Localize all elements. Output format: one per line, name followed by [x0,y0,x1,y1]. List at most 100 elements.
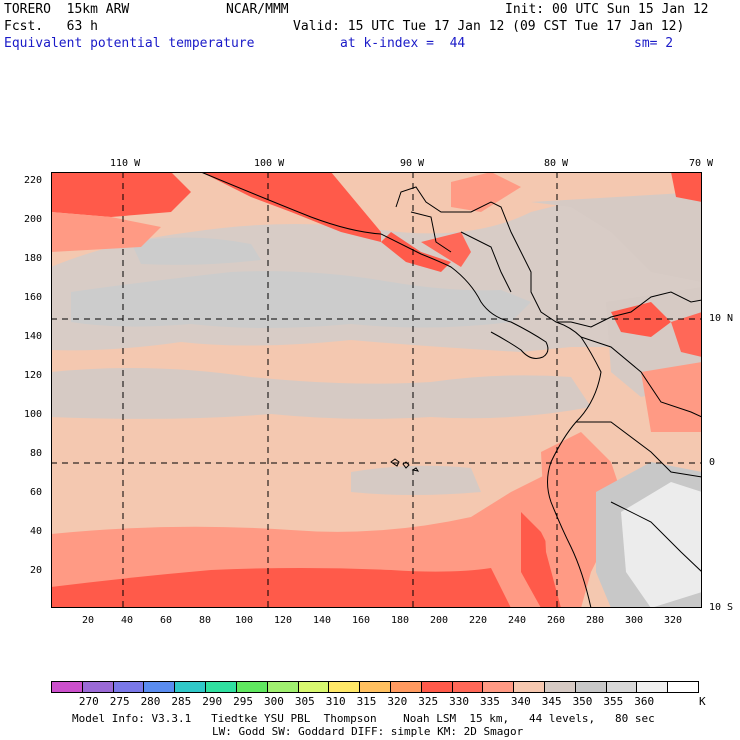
colorbar-swatch [236,682,268,692]
colorbar-swatch [575,682,607,692]
red-honduras [421,232,471,267]
colorbar-swatch [329,682,361,692]
colorbar-label: 290 [202,695,223,708]
colorbar-swatch [668,682,699,692]
red-venezuela [671,312,702,357]
map-canvas [51,172,702,608]
colorbar-label: 360 [634,695,655,708]
gray-core [71,271,531,328]
x-tick-label: 200 [430,615,449,626]
salmon-andes [541,432,621,608]
colorbar-label: 340 [510,695,531,708]
model-name: TORERO 15km ARW [4,2,130,17]
grid-lines [51,172,702,608]
colorbar-swatch [298,682,330,692]
colorbar-swatch [452,682,484,692]
border-sa-2 [576,421,702,478]
y-tick-label: 100 [24,409,43,420]
colorbar-label: 345 [541,695,562,708]
colorbar [51,681,699,693]
colorbar-label: 310 [325,695,346,708]
x-tick-label: 20 [82,615,95,626]
x-tick-label: 100 [235,615,254,626]
init-time: Init: 00 UTC Sun 15 Jan 12 [505,2,709,17]
colorbar-label: 285 [171,695,192,708]
colorbar-swatch [483,682,515,692]
coast-north-sa [570,291,702,328]
y-tick-label: 140 [24,331,43,342]
white-amazon [621,482,702,608]
valid-time: Valid: 15 UTC Tue 17 Jan 12 (09 CST Tue … [293,19,685,34]
colorbar-label: 330 [449,695,470,708]
salmon-east-strip [641,362,702,432]
colorbar-label: 300 [264,695,284,708]
x-tick-label: 280 [586,615,605,626]
red-colombia [611,302,671,337]
colorbar-swatch [390,682,422,692]
map-frame [51,172,702,608]
x-tick-label: 180 [391,615,410,626]
colorbar-swatch [421,682,453,692]
x-tick-label: 300 [625,615,644,626]
physics-info: LW: Godd SW: Goddard DIFF: simple KM: 2D… [212,725,524,738]
colorbar-swatch [545,682,576,692]
theta-e-map [51,172,702,608]
x-tick-label: 120 [274,615,293,626]
lon-label: 110 W [110,158,141,169]
colorbar-unit: K [699,695,706,708]
x-tick-label: 160 [352,615,371,626]
coast-southamerica [547,321,602,608]
colorbar-swatch [144,682,176,692]
y-tick-label: 200 [24,214,43,225]
y-tick-label: 180 [24,253,43,264]
colorbar-label: 325 [418,695,439,708]
y-tick-label: 220 [24,175,43,186]
border-sa-1 [580,336,702,418]
colorbar-swatch [113,682,145,692]
border-central-1 [410,211,452,253]
colorbar-swatch [175,682,207,692]
colorbar-swatch [637,682,669,692]
colorbar-label: 305 [294,695,315,708]
gray-east [531,192,702,282]
level-info: at k-index = 44 [340,36,466,51]
lat-label: 10 N [709,313,734,324]
colorbar-label: 315 [356,695,377,708]
x-tick-label: 140 [313,615,332,626]
red-band-south [51,568,511,608]
salmon-north-nw [51,212,161,252]
gray-band-mid [51,368,591,419]
colorbar-label: 355 [603,695,624,708]
colorbar-label: 275 [109,695,130,708]
colorbar-label: 280 [140,695,161,708]
colorbar-label: 270 [78,695,99,708]
colorbar-swatch [606,682,638,692]
y-tick-label: 40 [30,526,43,537]
lon-label: 80 W [544,158,569,169]
colorbar-swatch [267,682,299,692]
coast-mexico [200,172,549,359]
x-tick-label: 80 [199,615,212,626]
model-info: Model Info: V3.3.1 Tiedtke YSU PBL Thomp… [72,712,655,725]
x-tick-label: 260 [547,615,566,626]
salmon-caribbean [451,172,521,212]
lon-label: 70 W [689,158,714,169]
colorbar-swatch [360,682,391,692]
x-tick-label: 240 [508,615,527,626]
x-tick-label: 40 [121,615,134,626]
gray-band-mid-2 [351,465,481,495]
colorbar-label: 350 [572,695,593,708]
coast-caribbean [395,186,571,323]
center-name: NCAR/MMM [226,2,289,17]
colorbar-swatch [206,682,237,692]
lon-label: 100 W [254,158,285,169]
colorbar-swatch [82,682,114,692]
x-tick-label: 60 [160,615,173,626]
y-tick-label: 20 [30,565,43,576]
y-tick-label: 60 [30,487,43,498]
red-north-sw [51,172,191,217]
x-tick-label: 220 [469,615,488,626]
y-tick-label: 120 [24,370,43,381]
lat-label: 10 S [709,602,734,613]
field-name: Equivalent potential temperature [4,36,255,51]
